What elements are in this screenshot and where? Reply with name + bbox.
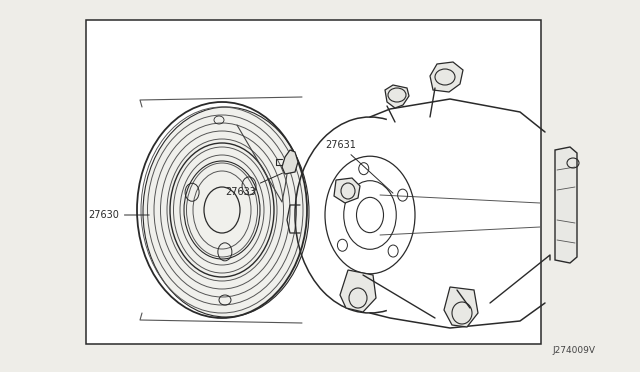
Bar bbox=[86, 20, 541, 344]
Ellipse shape bbox=[143, 107, 309, 317]
Polygon shape bbox=[555, 147, 577, 263]
Polygon shape bbox=[385, 85, 409, 108]
Polygon shape bbox=[334, 178, 360, 203]
Polygon shape bbox=[282, 150, 298, 174]
Text: 27631: 27631 bbox=[325, 140, 393, 193]
Text: 27630: 27630 bbox=[88, 210, 149, 220]
Text: J274009V: J274009V bbox=[552, 346, 595, 355]
Text: 27633: 27633 bbox=[225, 173, 282, 197]
Polygon shape bbox=[430, 62, 463, 92]
Polygon shape bbox=[340, 270, 376, 312]
Polygon shape bbox=[444, 287, 478, 327]
